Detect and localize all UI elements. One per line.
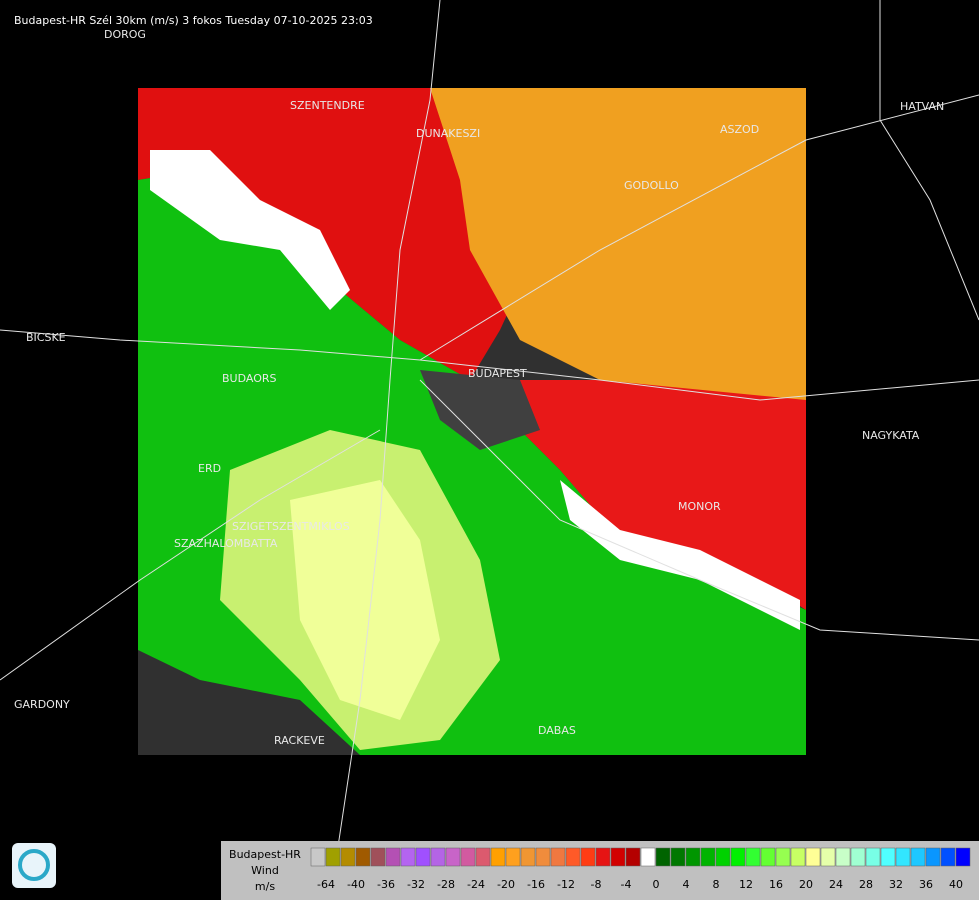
legend-tick-label: 20	[799, 878, 813, 891]
place-label: BUDAPEST	[468, 367, 527, 380]
legend-swatch	[745, 847, 761, 867]
legend-radar: Budapest-HR	[229, 848, 301, 861]
legend-tick-label: 24	[829, 878, 843, 891]
place-label: BUDAORS	[222, 372, 277, 385]
legend-tick-label: -4	[621, 878, 632, 891]
legend-swatch	[730, 847, 746, 867]
place-label: DOROG	[104, 28, 146, 41]
place-labels: DOROG SZENTENDRE DUNAKESZI ASZOD GODOLLO HATV…	[14, 28, 969, 900]
legend-swatch	[445, 847, 461, 867]
legend-swatch	[325, 847, 341, 867]
place-label: SZENTENDRE	[290, 99, 365, 112]
legend-swatch	[865, 847, 881, 867]
legend-swatch	[535, 847, 551, 867]
place-label: DABAS	[538, 724, 576, 737]
legend-swatch	[505, 847, 521, 867]
legend-tick-label: 36	[919, 878, 933, 891]
legend-swatch	[460, 847, 476, 867]
legend-swatch	[565, 847, 581, 867]
place-label: GODOLLO	[624, 179, 679, 192]
legend-swatch	[820, 847, 836, 867]
place-label: DUNAKESZI	[416, 127, 480, 140]
legend-swatch	[670, 847, 686, 867]
legend-swatch	[415, 847, 431, 867]
legend-swatch	[835, 847, 851, 867]
legend-tick-label: 28	[859, 878, 873, 891]
legend-swatch	[850, 847, 866, 867]
legend-swatch	[310, 847, 326, 867]
legend-tick-label: -20	[497, 878, 515, 891]
legend: Budapest-HR Wind m/s -64 -40 -36 -32 -28 -24-…	[221, 841, 979, 900]
legend-tick-label: 40	[949, 878, 963, 891]
place-label: GARDONY	[14, 698, 70, 711]
legend-tick-label: 0	[653, 878, 660, 891]
legend-swatch	[685, 847, 701, 867]
place-label: SZIGETSZENTMIKLOS	[232, 520, 350, 533]
legend-swatch	[355, 847, 371, 867]
legend-swatch	[700, 847, 716, 867]
place-label: NAGYKATA	[862, 429, 920, 442]
legend-swatch	[490, 847, 506, 867]
legend-swatch	[550, 847, 566, 867]
legend-tick-label: -28	[437, 878, 455, 891]
legend-swatch	[595, 847, 611, 867]
legend-tick-label: 16	[769, 878, 783, 891]
legend-tick-label: 8	[713, 878, 720, 891]
legend-swatch	[910, 847, 926, 867]
legend-tick-label: 4	[683, 878, 690, 891]
legend-tick-label: -24	[467, 878, 485, 891]
legend-swatch	[610, 847, 626, 867]
legend-swatch	[640, 847, 656, 867]
legend-tick-label: -8	[591, 878, 602, 891]
legend-swatch	[895, 847, 911, 867]
legend-swatch	[655, 847, 671, 867]
legend-swatch	[775, 847, 791, 867]
place-label: BICSKE	[26, 331, 66, 344]
legend-tick-label: -16	[527, 878, 545, 891]
legend-quantity: Wind	[251, 864, 279, 877]
radar-field	[138, 88, 806, 755]
legend-swatch	[805, 847, 821, 867]
legend-swatch	[625, 847, 641, 867]
legend-swatch	[430, 847, 446, 867]
legend-swatch	[760, 847, 776, 867]
legend-swatch	[340, 847, 356, 867]
legend-swatch	[880, 847, 896, 867]
legend-tick-label: -12	[557, 878, 575, 891]
logo	[12, 843, 56, 888]
legend-tick-label: 12	[739, 878, 753, 891]
legend-swatch	[580, 847, 596, 867]
legend-unit: m/s	[255, 880, 275, 893]
legend-swatch	[385, 847, 401, 867]
map-title: Budapest-HR Szél 30km (m/s) 3 fokos Tues…	[14, 14, 373, 27]
place-label: MONOR	[678, 500, 721, 513]
place-label: SZAZHALOMBATTA	[174, 537, 278, 550]
legend-swatch	[400, 847, 416, 867]
legend-swatch	[715, 847, 731, 867]
legend-swatch	[790, 847, 806, 867]
legend-tick-label: -36	[377, 878, 395, 891]
legend-swatch	[925, 847, 941, 867]
legend-swatch	[940, 847, 956, 867]
legend-tick-label: -64	[317, 878, 335, 891]
legend-tick-label: -40	[347, 878, 365, 891]
legend-swatch	[475, 847, 491, 867]
legend-swatch	[955, 847, 971, 867]
legend-tick-label: 32	[889, 878, 903, 891]
place-label: ASZOD	[720, 123, 759, 136]
place-label: HATVAN	[900, 100, 944, 113]
legend-tick-label: -32	[407, 878, 425, 891]
legend-swatch	[370, 847, 386, 867]
place-label: ERD	[198, 462, 221, 475]
place-label: RACKEVE	[274, 734, 325, 747]
legend-swatch	[520, 847, 536, 867]
